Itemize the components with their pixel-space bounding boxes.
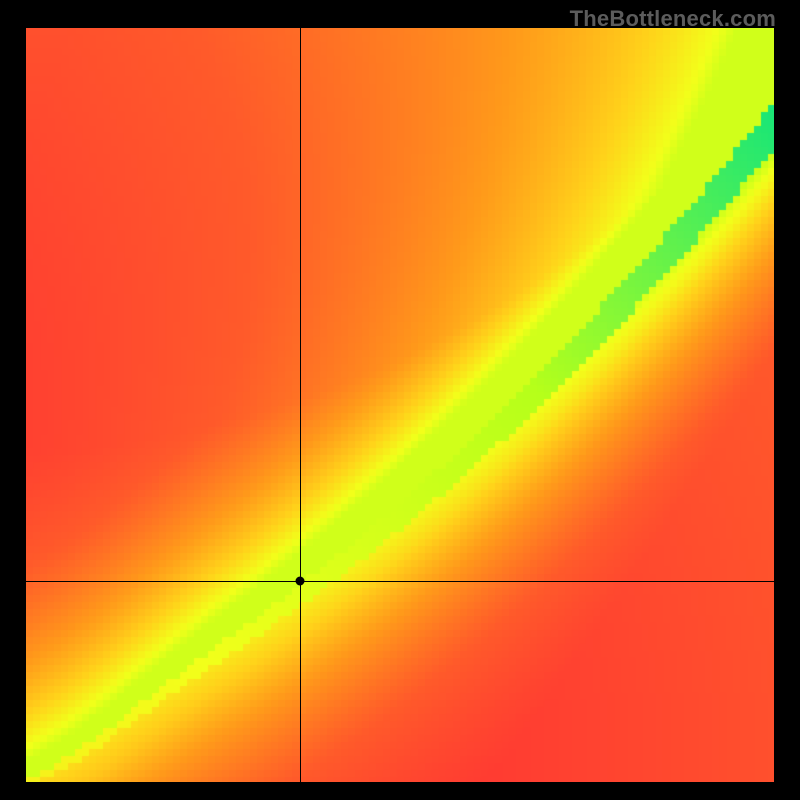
crosshair-horizontal bbox=[26, 581, 774, 582]
heatmap-plot bbox=[26, 28, 774, 782]
chart-container: TheBottleneck.com bbox=[0, 0, 800, 800]
crosshair-marker bbox=[296, 577, 305, 586]
crosshair-vertical bbox=[300, 28, 301, 782]
heatmap-canvas bbox=[26, 28, 774, 782]
watermark-text: TheBottleneck.com bbox=[570, 6, 776, 32]
